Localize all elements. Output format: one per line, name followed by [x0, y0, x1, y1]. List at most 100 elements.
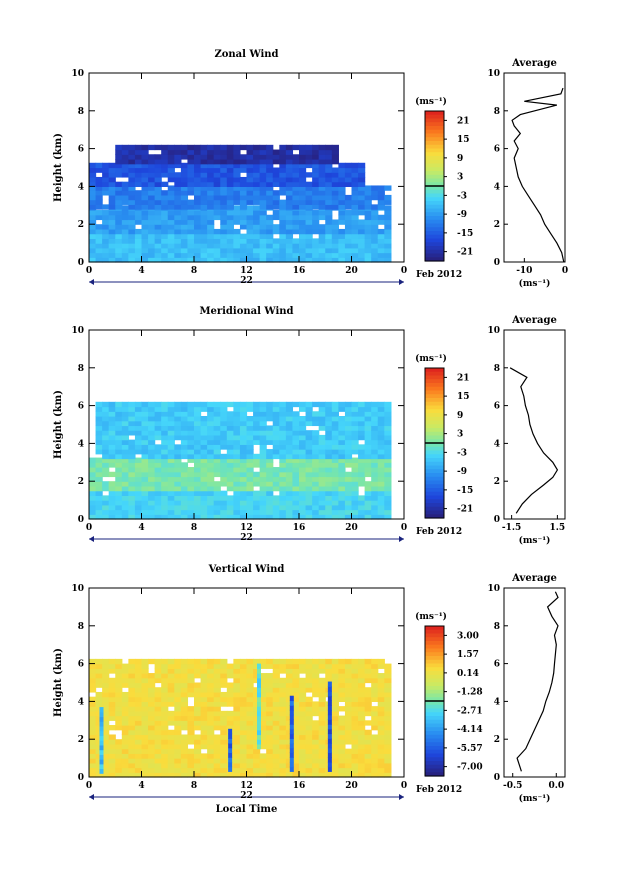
heatmap-cell — [325, 167, 333, 173]
heatmap-cell — [161, 415, 169, 422]
heatmap-cell — [299, 415, 307, 422]
heatmap-cell — [128, 181, 136, 187]
heatmap-cell — [325, 514, 333, 520]
heatmap-cell — [108, 706, 116, 712]
heatmap-cell — [148, 677, 156, 684]
heatmap-cell — [331, 729, 339, 736]
heatmap-cell — [377, 743, 385, 750]
heatmap-cell — [108, 415, 116, 422]
date-axis-arrow-left — [89, 536, 94, 542]
heatmap-cell — [266, 449, 274, 455]
heatmap-cell — [377, 696, 385, 702]
colorbar-segment — [425, 439, 444, 444]
heatmap-cell — [292, 219, 300, 225]
heatmap-cell — [299, 495, 307, 501]
average-x-label: (ms⁻¹) — [519, 535, 551, 546]
heatmap-cell — [371, 725, 379, 731]
heatmap-cell — [305, 415, 313, 422]
heatmap-cell — [128, 219, 136, 225]
heatmap-cell — [358, 677, 366, 684]
heatmap-cell — [299, 228, 307, 235]
colorbar-segment — [425, 126, 444, 131]
heatmap-cell — [325, 415, 333, 422]
heatmap-cell — [358, 224, 366, 230]
heatmap-cell — [285, 425, 294, 431]
heatmap-cell — [95, 485, 103, 492]
heatmap-cell — [148, 425, 156, 431]
heatmap-cell — [239, 734, 248, 740]
heatmap-cell — [134, 199, 143, 205]
heatmap-cell — [279, 214, 287, 221]
heatmap-cell — [371, 420, 379, 427]
heatmap-cell — [121, 729, 129, 736]
heatmap-cell — [161, 495, 169, 501]
y-tick-label: 4 — [78, 439, 84, 449]
heatmap-cell — [259, 725, 267, 731]
heatmap-cell — [377, 453, 385, 460]
heatmap-cell — [279, 425, 287, 431]
heatmap-cell — [272, 154, 280, 160]
heatmap-cell — [331, 252, 339, 258]
heatmap-cell — [167, 224, 175, 230]
heatmap-cell — [180, 185, 189, 191]
heatmap-cell — [200, 490, 208, 496]
heatmap-cell — [331, 462, 339, 468]
heatmap-cell — [364, 471, 372, 478]
heatmap-cell — [128, 449, 136, 455]
heatmap-cell — [95, 762, 103, 769]
heatmap-cell — [200, 228, 208, 235]
heatmap-cell — [141, 462, 149, 468]
heatmap-cell — [226, 444, 234, 450]
heatmap-cell — [364, 485, 372, 492]
heatmap-cell — [239, 490, 248, 496]
heatmap-cell — [272, 691, 280, 698]
heatmap-cell — [259, 658, 267, 665]
heatmap-cell — [187, 252, 195, 258]
heatmap-cell — [239, 243, 248, 249]
heatmap-cell — [377, 415, 385, 422]
heatmap-cell — [174, 194, 182, 201]
heatmap-cell — [253, 420, 261, 427]
heatmap-cell — [305, 743, 313, 750]
heatmap-cell — [167, 734, 175, 740]
heatmap-cell — [95, 430, 103, 436]
heatmap-cell — [239, 401, 248, 408]
heatmap-cell — [200, 401, 208, 408]
heatmap-cell — [253, 439, 261, 445]
heatmap-cell — [305, 228, 313, 235]
heatmap-cell — [344, 176, 353, 183]
heatmap-cell — [344, 401, 353, 408]
heatmap-cell — [312, 743, 320, 750]
heatmap-cell — [148, 420, 156, 427]
heatmap-cell — [134, 176, 143, 183]
heatmap-cell — [161, 668, 169, 674]
heatmap-cell — [220, 748, 228, 754]
heatmap-cell — [338, 439, 346, 445]
heatmap-cell — [108, 224, 116, 230]
heatmap-cell — [299, 204, 307, 210]
heatmap-cell — [384, 495, 392, 501]
heatmap-cell — [331, 172, 339, 178]
heatmap-cell — [312, 219, 320, 225]
heatmap-cell — [331, 415, 339, 422]
heatmap-cell — [285, 453, 294, 460]
heatmap-cell — [299, 457, 307, 463]
heatmap-cell — [233, 420, 241, 427]
heatmap-cell — [279, 224, 287, 230]
heatmap-cell — [299, 401, 307, 408]
heatmap-cell — [167, 682, 175, 688]
heatmap-cell — [134, 181, 143, 187]
heatmap-cell — [371, 767, 379, 773]
heatmap-cell — [213, 204, 221, 210]
heatmap-cell — [161, 687, 169, 693]
heatmap-cell — [272, 243, 280, 249]
heatmap-cell — [102, 401, 110, 408]
heatmap-cell — [259, 144, 267, 151]
heatmap-cell — [338, 753, 346, 759]
heatmap-streak-cell — [327, 724, 332, 730]
heatmap-cell — [259, 224, 267, 230]
heatmap-cell — [115, 162, 123, 169]
heatmap-cell — [95, 425, 103, 431]
heatmap-cell — [102, 462, 110, 468]
heatmap-cell — [351, 514, 359, 520]
